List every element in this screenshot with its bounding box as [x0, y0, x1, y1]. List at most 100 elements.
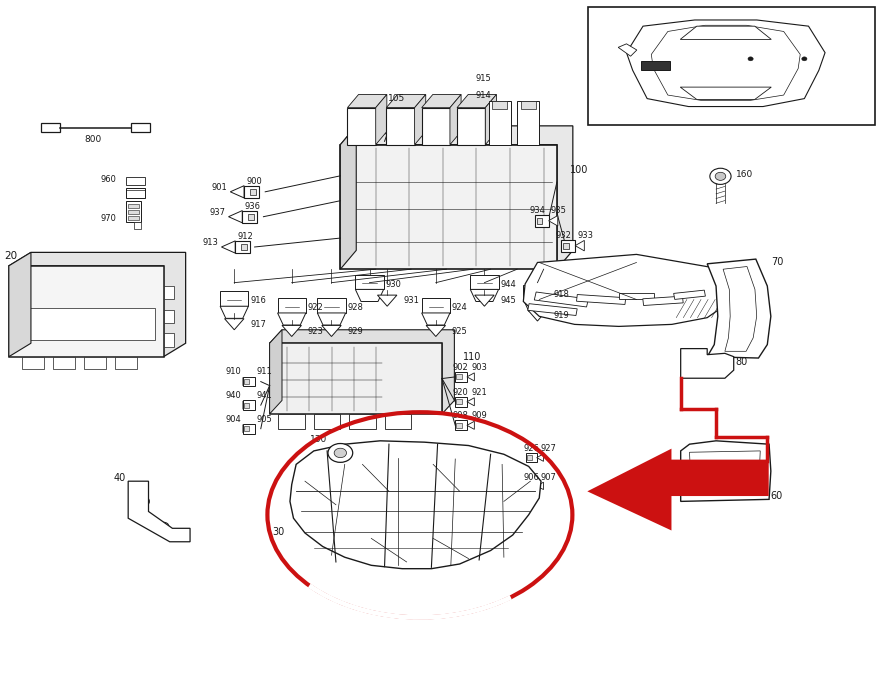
Text: 917: 917: [250, 320, 266, 329]
Polygon shape: [457, 94, 497, 108]
Text: 914: 914: [476, 91, 492, 100]
Text: 932: 932: [555, 231, 571, 240]
Circle shape: [334, 448, 347, 458]
Text: 935: 935: [551, 206, 567, 215]
Polygon shape: [386, 94, 426, 108]
Polygon shape: [278, 313, 306, 325]
Bar: [526, 481, 537, 491]
Text: 941: 941: [256, 391, 272, 400]
Circle shape: [710, 168, 731, 184]
Bar: [561, 240, 575, 252]
Polygon shape: [549, 215, 558, 226]
Polygon shape: [9, 252, 186, 357]
Bar: [164, 310, 174, 323]
Text: 930: 930: [385, 279, 401, 289]
Text: 940: 940: [225, 391, 240, 400]
Bar: [588, 7, 875, 125]
Polygon shape: [528, 304, 577, 316]
Bar: [220, 291, 248, 306]
Polygon shape: [681, 87, 771, 100]
Text: 110: 110: [463, 353, 482, 362]
Polygon shape: [340, 126, 356, 269]
Bar: [456, 423, 461, 428]
Text: 933: 933: [577, 231, 593, 240]
Text: 130: 130: [309, 435, 327, 444]
Text: 150: 150: [735, 291, 753, 301]
Bar: [244, 379, 249, 384]
Bar: [385, 110, 409, 129]
Polygon shape: [537, 454, 544, 462]
Polygon shape: [290, 441, 541, 569]
Polygon shape: [467, 373, 475, 381]
Bar: [22, 357, 44, 369]
Text: 100: 100: [570, 165, 589, 174]
Polygon shape: [475, 295, 494, 306]
Bar: [243, 377, 255, 386]
Bar: [347, 108, 376, 145]
Bar: [243, 424, 255, 433]
Text: 905: 905: [256, 415, 272, 423]
Text: 916: 916: [250, 296, 266, 306]
Polygon shape: [243, 425, 255, 433]
Bar: [517, 101, 539, 145]
Polygon shape: [674, 290, 705, 299]
Polygon shape: [681, 441, 771, 501]
Bar: [523, 285, 552, 299]
Bar: [244, 402, 249, 408]
Bar: [527, 484, 532, 488]
Bar: [128, 204, 139, 208]
Bar: [455, 397, 467, 406]
Bar: [355, 275, 384, 289]
Bar: [235, 241, 250, 253]
Bar: [243, 400, 255, 410]
Polygon shape: [270, 330, 454, 414]
Text: 934: 934: [529, 206, 545, 215]
Bar: [115, 357, 137, 369]
Text: 927: 927: [540, 444, 556, 453]
Text: 922: 922: [308, 303, 324, 312]
Bar: [563, 242, 568, 249]
Bar: [164, 286, 174, 299]
Polygon shape: [415, 94, 426, 145]
Bar: [41, 123, 60, 132]
Text: 920: 920: [452, 388, 468, 396]
Polygon shape: [230, 186, 244, 198]
Bar: [53, 357, 75, 369]
Circle shape: [133, 495, 149, 507]
Bar: [470, 275, 499, 289]
Text: 921: 921: [471, 388, 487, 396]
Polygon shape: [228, 211, 242, 223]
Text: 924: 924: [452, 303, 468, 312]
Bar: [380, 107, 414, 133]
Text: 909: 909: [471, 411, 487, 420]
Bar: [126, 188, 145, 198]
Polygon shape: [575, 240, 584, 251]
Bar: [386, 108, 415, 145]
Text: 925: 925: [452, 326, 468, 336]
Text: 913: 913: [202, 238, 218, 247]
Text: 902: 902: [452, 363, 468, 371]
Bar: [244, 186, 259, 198]
Polygon shape: [322, 326, 341, 336]
Polygon shape: [128, 481, 190, 542]
Bar: [128, 216, 139, 220]
Polygon shape: [537, 482, 544, 490]
Text: 960: 960: [101, 175, 117, 184]
Text: 926: 926: [523, 444, 539, 453]
Text: 903: 903: [471, 363, 487, 371]
Polygon shape: [376, 94, 387, 145]
Bar: [455, 421, 467, 430]
Circle shape: [748, 57, 753, 61]
Text: 80: 80: [735, 357, 748, 367]
Bar: [535, 215, 549, 227]
Polygon shape: [422, 313, 450, 325]
Text: 944: 944: [500, 279, 516, 289]
Polygon shape: [355, 289, 384, 302]
Text: 20: 20: [4, 251, 18, 260]
Polygon shape: [619, 293, 654, 299]
Text: 60: 60: [770, 491, 782, 501]
Polygon shape: [618, 44, 636, 57]
Text: 936: 936: [245, 202, 261, 211]
Bar: [492, 101, 507, 109]
Text: 912: 912: [238, 232, 254, 241]
